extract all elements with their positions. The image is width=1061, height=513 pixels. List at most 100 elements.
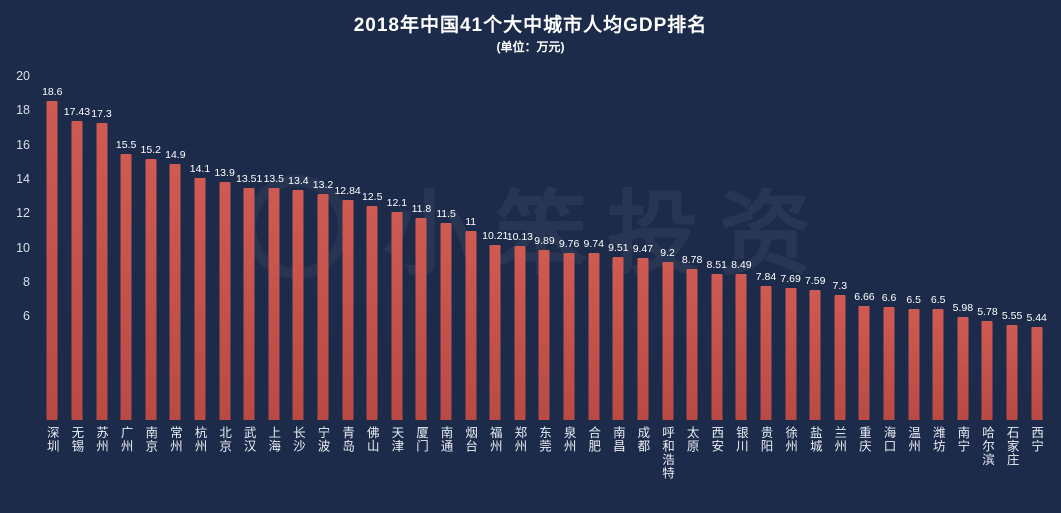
x-axis-label: 东莞 — [536, 426, 551, 453]
x-axis-label: 潍坊 — [930, 426, 945, 453]
bar-group: 13.5 上海 — [261, 77, 286, 453]
bar-value-label: 9.74 — [583, 238, 604, 250]
x-axis-label: 海口 — [881, 426, 896, 453]
x-axis-label: 贵阳 — [758, 426, 773, 453]
x-axis-label: 宁波 — [315, 426, 330, 453]
bar — [243, 188, 255, 420]
bar-value-label: 6.5 — [906, 294, 921, 306]
bar-value-label: 13.51 — [236, 173, 263, 185]
y-axis-tick-label: 10 — [16, 240, 30, 255]
bar-group: 5.55 石家庄 — [1000, 77, 1025, 467]
x-axis-label: 长沙 — [290, 426, 305, 453]
x-axis-label: 重庆 — [856, 426, 871, 453]
bar-value-label: 7.84 — [755, 271, 777, 283]
bar-value-label: 5.78 — [977, 306, 998, 318]
bar — [1006, 325, 1018, 420]
bar-group: 8.51 西安 — [704, 77, 729, 453]
bar-value-label: 9.89 — [534, 235, 555, 247]
bar-group: 9.74 合肥 — [581, 77, 606, 453]
bar-group: 15.5 广州 — [114, 77, 139, 453]
x-axis-label: 哈尔滨 — [979, 426, 994, 467]
x-axis-label: 盐城 — [807, 426, 822, 453]
bar-group: 9.47 成都 — [631, 77, 656, 453]
x-axis-label: 青岛 — [340, 426, 355, 453]
bar — [662, 262, 674, 420]
bar-group: 18.6 深圳 — [40, 77, 65, 453]
chart-title: 2018年中国41个大中城市人均GDP排名 — [353, 15, 708, 36]
x-axis-label: 石家庄 — [1004, 426, 1019, 467]
bar-group: 12.1 天津 — [385, 77, 410, 453]
bar-group: 8.78 太原 — [680, 77, 705, 453]
x-axis-label: 西宁 — [1029, 426, 1044, 453]
y-axis-tick-label: 8 — [23, 274, 30, 289]
bar-group: 11 烟台 — [458, 77, 483, 453]
bar-value-label: 11.8 — [411, 203, 432, 215]
y-axis-tick-label: 6 — [23, 309, 30, 324]
x-axis-label: 广州 — [118, 426, 133, 453]
x-axis-label: 西安 — [709, 426, 724, 453]
bar — [563, 253, 575, 420]
bar — [981, 321, 993, 420]
bar-group: 17.43 无锡 — [63, 77, 91, 453]
bar-value-label: 15.2 — [140, 144, 161, 156]
bar-value-label: 9.2 — [660, 247, 675, 259]
bar — [292, 190, 304, 420]
bar — [612, 257, 624, 420]
bar-group: 12.84 青岛 — [334, 77, 360, 453]
bar — [317, 194, 329, 420]
bar — [735, 274, 747, 420]
bar-value-label: 8.49 — [731, 259, 752, 271]
bar-group: 13.9 北京 — [212, 77, 237, 453]
bar-value-label: 9.51 — [608, 242, 629, 254]
y-axis-tick-label: 12 — [16, 206, 30, 221]
bar-group: 14.9 常州 — [163, 77, 188, 453]
bar — [169, 164, 181, 420]
x-axis-label: 郑州 — [512, 426, 527, 453]
bar-value-label: 18.6 — [42, 86, 63, 98]
bar — [711, 274, 723, 420]
bar — [219, 182, 231, 420]
bar — [268, 188, 280, 420]
bar-value-label: 9.76 — [558, 238, 580, 250]
bar-group: 5.44 西宁 — [1024, 77, 1049, 453]
bar-value-label: 7.3 — [832, 280, 848, 292]
x-axis-label: 南宁 — [955, 426, 970, 453]
bar-value-label: 17.43 — [63, 106, 91, 118]
x-axis-label: 常州 — [167, 426, 182, 453]
bar-group: 15.2 南京 — [138, 77, 163, 453]
bar-value-label: 17.3 — [91, 108, 112, 120]
x-axis-label: 无锡 — [69, 426, 84, 453]
bar-group: 10.21 福州 — [482, 77, 509, 453]
bar-group: 6.5 温州 — [901, 77, 926, 453]
plot-area: 20 18 16 14 12 10 8 6 18.6 深圳 17.43 无锡 17.3 苏州 15.5 广州… — [16, 69, 1049, 513]
y-axis-tick-label: 18 — [16, 103, 30, 118]
bar-value-label: 5.44 — [1026, 312, 1047, 324]
bar-value-label: 9.47 — [632, 243, 654, 255]
bar-value-label: 10.13 — [506, 231, 534, 243]
bar-value-label: 8.51 — [706, 259, 727, 271]
bar-group: 13.4 长沙 — [286, 77, 311, 453]
bar-value-label: 7.59 — [804, 275, 826, 287]
bar — [145, 159, 157, 420]
bar-value-label: 11.5 — [436, 208, 456, 220]
bar — [514, 246, 526, 420]
x-axis-label: 烟台 — [463, 426, 478, 453]
bar — [96, 123, 108, 420]
x-axis-label: 泉州 — [561, 426, 576, 453]
bar — [834, 295, 846, 420]
bar — [1031, 327, 1043, 420]
bar — [71, 121, 83, 420]
bar — [489, 245, 501, 420]
bar — [686, 269, 698, 420]
bar-value-label: 13.2 — [312, 179, 334, 191]
bar-group: 9.76 泉州 — [557, 77, 582, 453]
y-axis-tick-label: 20 — [16, 69, 30, 83]
bar — [415, 218, 427, 420]
bar-group: 9.89 东莞 — [532, 77, 557, 453]
bar-value-label: 10.21 — [482, 230, 509, 242]
x-axis-label: 深圳 — [44, 426, 59, 453]
bar-group: 5.78 哈尔滨 — [975, 77, 1000, 467]
bar-value-label: 13.4 — [288, 175, 309, 187]
bar-value-label: 13.5 — [263, 173, 284, 185]
bar-group: 5.98 南宁 — [951, 77, 976, 453]
